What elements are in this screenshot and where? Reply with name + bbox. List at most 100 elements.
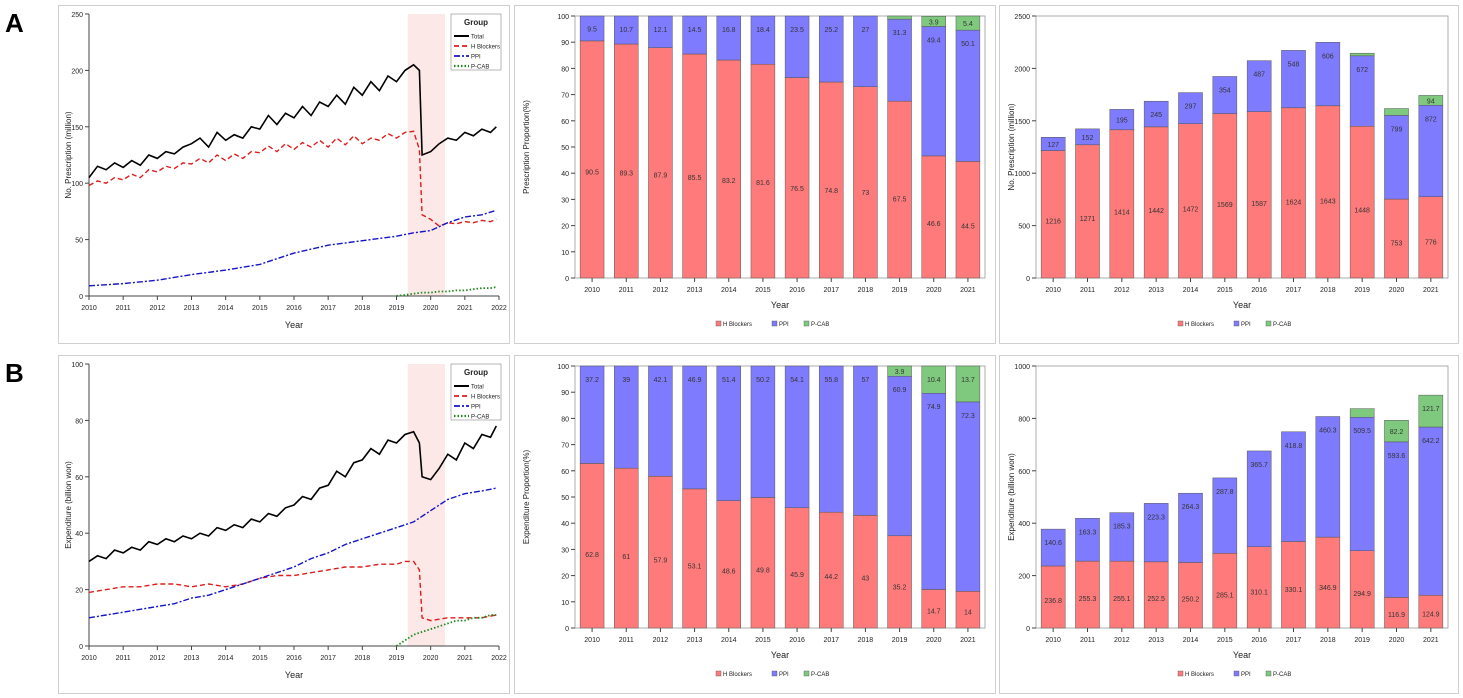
x-tick-label: 2017 [1286, 287, 1302, 294]
x-axis-title: Year [771, 300, 789, 310]
series-line-p-cab [396, 614, 497, 647]
bar-value-label: 1442 [1148, 208, 1164, 215]
bar-segment [579, 15, 605, 42]
x-tick-label: 2016 [789, 287, 805, 294]
bar-value-label: 89.3 [619, 171, 633, 178]
x-tick-label: 2021 [457, 655, 473, 662]
bar-value-label: 294.9 [1353, 591, 1371, 598]
legend: H Blockers PPI P-CAB [1177, 670, 1291, 678]
bar-value-label: 1414 [1114, 209, 1130, 216]
x-tick-label: 2020 [423, 305, 439, 312]
x-axis-title: Year [1233, 650, 1251, 660]
bar-segment [614, 365, 639, 469]
bar-value-label: 1569 [1217, 202, 1233, 209]
x-tick-label: 2013 [687, 637, 703, 644]
bar-value-label: 39 [622, 377, 630, 384]
panel-label-a: A [5, 8, 24, 38]
bar-value-label: 140.6 [1044, 540, 1062, 547]
bar-segment [1315, 105, 1341, 279]
bar-segment [716, 365, 741, 501]
bar-value-label: 116.9 [1388, 612, 1405, 619]
y-tick-label: 60 [561, 119, 569, 126]
legend: H Blockers PPI P-CAB [1177, 320, 1291, 328]
bar-value-label: 287.8 [1216, 489, 1234, 496]
bar-segment [1384, 115, 1409, 200]
y-tick-label: 500 [1018, 224, 1030, 231]
bar-segment [921, 365, 946, 394]
bar-segment [819, 511, 844, 629]
bar-segment [1040, 150, 1066, 279]
x-axis-title: Year [771, 650, 789, 660]
bar-value-label: 61 [622, 554, 630, 561]
bar-value-label: 49.8 [756, 567, 770, 574]
bar-segment [955, 29, 981, 162]
x-tick-label: 2013 [1148, 637, 1164, 644]
x-tick-label: 2015 [755, 637, 771, 644]
x-tick-label: 2014 [721, 637, 737, 644]
x-tick-label: 2021 [960, 637, 976, 644]
x-tick-label: 2014 [1183, 637, 1199, 644]
bar-value-label: 83.2 [722, 178, 736, 185]
x-tick-label: 2017 [823, 287, 839, 294]
series-line-h-blockers [88, 130, 497, 227]
x-tick-label: 2012 [1114, 287, 1130, 294]
x-tick-label: 2010 [1045, 637, 1061, 644]
legend-swatch [715, 670, 722, 677]
y-tick-label: 0 [79, 644, 83, 651]
bar-value-label: 297 [1185, 104, 1197, 111]
bar-segment [955, 161, 981, 279]
bar-value-label: 81.6 [756, 180, 770, 187]
bar-value-label: 124.9 [1422, 611, 1440, 618]
y-tick-label: 40 [561, 521, 569, 528]
legend-swatch [1265, 320, 1272, 327]
bar-value-label: 14 [964, 609, 972, 616]
legend-label: PPI [1241, 322, 1251, 328]
bar-value-label: 776 [1425, 239, 1437, 246]
bar-segment [1349, 52, 1375, 57]
bar-segment [1418, 196, 1444, 279]
bar-value-label: 223.3 [1147, 514, 1165, 521]
bar-value-label: 872 [1425, 116, 1437, 123]
bar-segment [1281, 107, 1306, 279]
y-tick-label: 70 [561, 93, 569, 100]
y-tick-label: 80 [75, 418, 83, 425]
x-tick-label: 2012 [653, 637, 669, 644]
bar-segment [1109, 109, 1135, 131]
bar-value-label: 44.5 [961, 224, 975, 231]
bar-segment [921, 155, 946, 279]
y-tick-label: 800 [1018, 416, 1030, 423]
bar-segment [648, 476, 673, 629]
bar-value-label: 46.6 [927, 221, 941, 228]
bar-segment [1040, 565, 1066, 629]
x-tick-label: 2018 [355, 655, 371, 662]
legend-swatch [1265, 670, 1272, 677]
x-tick-label: 2016 [286, 655, 302, 662]
x-tick-label: 2021 [1423, 637, 1439, 644]
bar-value-label: 14.7 [927, 609, 941, 616]
x-tick-label: 2013 [1148, 287, 1164, 294]
series-line-total [88, 63, 497, 179]
bar-segment [955, 15, 981, 31]
bar-value-label: 50.1 [961, 41, 975, 48]
bar-value-label: 236.8 [1044, 598, 1062, 605]
x-tick-label: 2011 [116, 305, 131, 312]
x-tick-label: 2019 [892, 287, 908, 294]
bar-value-label: 49.4 [927, 37, 941, 44]
bar-value-label: 12.1 [654, 27, 668, 34]
legend-swatch [715, 320, 722, 327]
bar-segment [1212, 113, 1238, 279]
bar-value-label: 642.2 [1422, 438, 1440, 445]
legend-label: PPI [779, 322, 789, 328]
bar-segment [1109, 560, 1135, 629]
bar-segment [614, 15, 639, 45]
bar-segment [1418, 394, 1444, 428]
bar-segment [1384, 420, 1409, 443]
legend-label: H Blockers [1185, 672, 1214, 678]
y-tick-label: 10 [561, 600, 569, 607]
bar-value-label: 285.1 [1216, 592, 1234, 599]
y-tick-label: 20 [561, 574, 569, 581]
x-tick-label: 2010 [584, 637, 600, 644]
covid-shade-region [407, 14, 446, 296]
legend-title: Group [464, 368, 488, 377]
bar-value-label: 57.9 [654, 558, 668, 565]
